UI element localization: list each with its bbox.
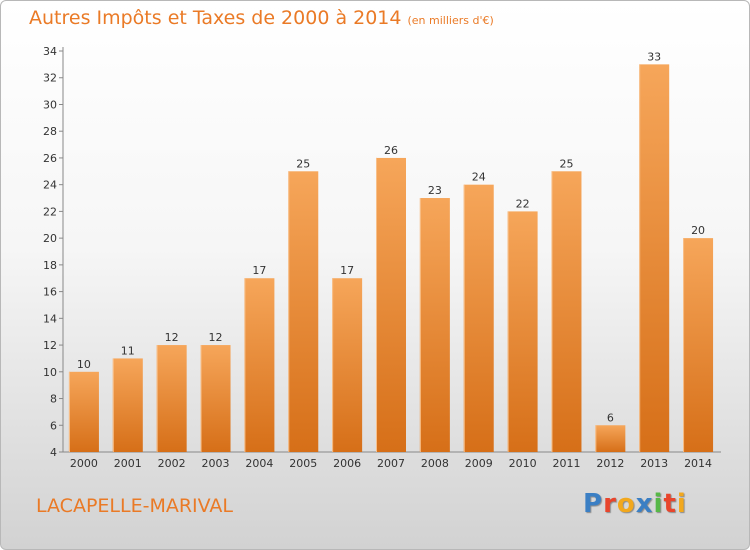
- y-tick-label: 34: [43, 45, 57, 58]
- x-tick-label: 2005: [289, 457, 317, 470]
- y-tick-label: 8: [50, 393, 57, 406]
- y-tick-label: 32: [43, 72, 57, 85]
- bar: [112, 358, 143, 452]
- y-tick-label: 24: [43, 179, 57, 192]
- x-tick-label: 2006: [333, 457, 361, 470]
- y-tick-label: 6: [50, 419, 57, 432]
- x-tick-label: 2013: [640, 457, 668, 470]
- bar-value-label: 12: [209, 331, 223, 344]
- x-tick-label: 2001: [114, 457, 142, 470]
- x-tick-label: 2004: [245, 457, 273, 470]
- bar-value-label: 26: [384, 144, 398, 157]
- bar: [639, 64, 670, 452]
- x-tick-label: 2002: [158, 457, 186, 470]
- bar: [683, 238, 714, 452]
- bar-value-label: 24: [472, 171, 486, 184]
- bar: [68, 371, 99, 452]
- logo-letter: i: [676, 489, 687, 519]
- location-name: LACAPELLE-MARIVAL: [36, 495, 234, 517]
- logo-letter: t: [663, 489, 677, 519]
- logo-letter: i: [653, 489, 664, 519]
- bar-value-label: 33: [647, 50, 661, 63]
- x-tick-label: 2008: [421, 457, 449, 470]
- y-tick-label: 22: [43, 205, 57, 218]
- bar: [200, 345, 231, 452]
- x-tick-label: 2003: [202, 457, 230, 470]
- bar: [419, 198, 450, 452]
- bar-value-label: 6: [607, 411, 614, 424]
- logo-letter: o: [616, 489, 636, 519]
- logo-letter: r: [603, 489, 617, 519]
- y-tick-label: 4: [50, 446, 57, 459]
- bar: [376, 157, 406, 452]
- bar: [332, 278, 363, 452]
- bar: [551, 171, 582, 453]
- bar-value-label: 17: [252, 264, 266, 277]
- proxiti-logo: Proxiti: [583, 489, 687, 519]
- logo-letter: x: [635, 489, 654, 519]
- x-tick-label: 2010: [509, 457, 537, 470]
- bar: [507, 211, 538, 452]
- chart-bars: [68, 64, 714, 453]
- x-tick-label: 2014: [684, 457, 712, 470]
- x-tick-label: 2000: [70, 457, 98, 470]
- y-tick-label: 28: [43, 125, 57, 138]
- bar: [595, 425, 626, 452]
- y-tick-label: 14: [43, 312, 57, 325]
- bar: [156, 345, 187, 452]
- y-tick-label: 16: [43, 286, 57, 299]
- chart-title: Autres Impôts et Taxes de 2000 à 2014 (en…: [29, 7, 494, 29]
- x-tick-label: 2011: [552, 457, 580, 470]
- y-tick-label: 26: [43, 152, 57, 165]
- chart-value-labels: 10 11 12 12 17 25 17 26 23 24 22 25 6 33 20: [77, 50, 705, 424]
- bar-value-label: 25: [296, 157, 310, 170]
- bar: [463, 184, 494, 452]
- bar-value-label: 10: [77, 358, 91, 371]
- chart-title-main: Autres Impôts et Taxes de 2000 à 2014: [29, 7, 402, 29]
- y-tick-label: 10: [43, 366, 57, 379]
- chart-title-unit: (en milliers d'€): [407, 14, 494, 27]
- bar: [288, 171, 319, 453]
- bar-value-label: 12: [165, 331, 179, 344]
- x-tick-label: 2009: [465, 457, 493, 470]
- bar-value-label: 11: [121, 344, 135, 357]
- bar: [244, 278, 275, 452]
- bar-value-label: 17: [340, 264, 354, 277]
- y-tick-label: 18: [43, 259, 57, 272]
- bar-value-label: 23: [428, 184, 442, 197]
- bar-value-label: 25: [559, 157, 573, 170]
- y-tick-label: 12: [43, 339, 57, 352]
- bar-value-label: 22: [516, 197, 530, 210]
- x-tick-label: 2012: [596, 457, 624, 470]
- x-tick-label: 2007: [377, 457, 405, 470]
- logo-letter: P: [583, 489, 604, 519]
- y-tick-label: 30: [43, 98, 57, 111]
- bar-value-label: 20: [691, 224, 705, 237]
- y-tick-label: 20: [43, 232, 57, 245]
